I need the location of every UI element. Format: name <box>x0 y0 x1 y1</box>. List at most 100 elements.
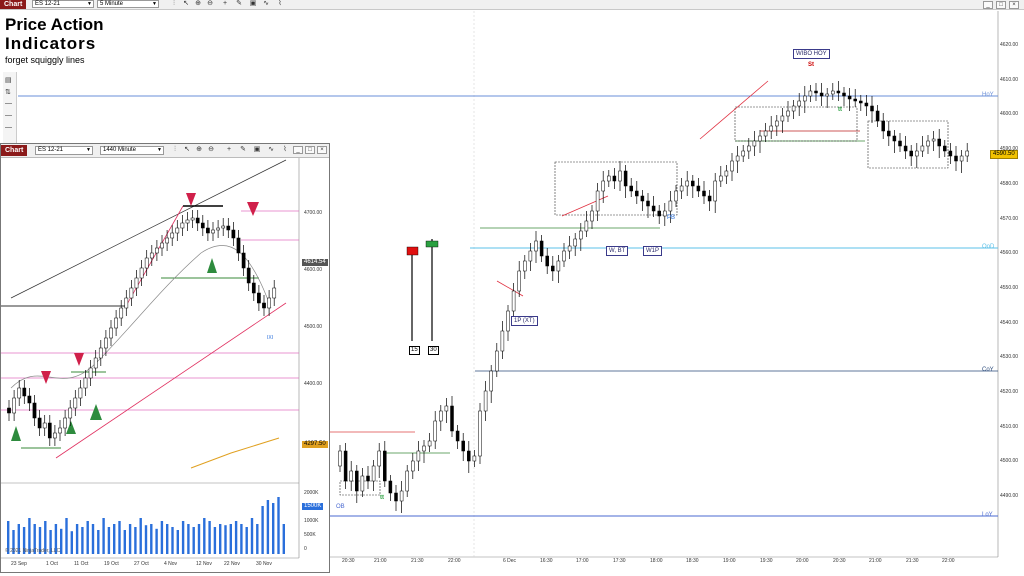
volume-bar <box>219 524 222 554</box>
axis-tick-label: 4510.00 <box>1000 423 1019 430</box>
chevron-down-icon: ▼ <box>86 147 91 153</box>
minimize-button[interactable]: _ <box>983 1 993 9</box>
candle <box>763 130 768 137</box>
line-tool-icon[interactable]: — <box>5 100 12 107</box>
strategies-icon[interactable]: ⌇ <box>278 0 282 7</box>
last-price-box: 4590.50 <box>990 150 1018 159</box>
drawing-tools-icon[interactable]: ✎ <box>236 0 242 7</box>
volume-bar <box>229 524 232 554</box>
strategies-icon[interactable]: ⌇ <box>283 146 287 153</box>
volume-bar <box>44 521 47 554</box>
candle <box>747 145 751 152</box>
candle <box>808 90 813 97</box>
candle <box>595 190 600 212</box>
indicators-icon[interactable]: ∿ <box>268 146 274 153</box>
chart-style-icon[interactable]: ▤ <box>5 77 12 84</box>
bar-type-icon[interactable]: ⫶ <box>174 146 176 153</box>
axis-tick-label: 21:30 <box>411 558 424 564</box>
pointer-icon[interactable]: ↖ <box>183 0 189 7</box>
candle <box>129 287 134 299</box>
properties-icon[interactable]: ▣ <box>253 146 261 153</box>
candle <box>696 185 701 192</box>
candle <box>590 210 594 222</box>
candle <box>539 240 544 257</box>
candle <box>842 92 846 97</box>
pointer-icon[interactable]: ↖ <box>184 146 190 153</box>
interval-select[interactable]: 5 Minute ▼ <box>97 0 159 8</box>
candle <box>461 440 465 452</box>
candle <box>175 227 180 234</box>
candle <box>741 150 745 157</box>
zoom-out-icon[interactable]: ⊖ <box>208 146 214 153</box>
zoom-in-icon[interactable]: ⊕ <box>196 146 202 153</box>
candle <box>635 190 639 197</box>
inset-chart-tab[interactable]: Chart <box>1 145 28 156</box>
candle <box>427 440 432 447</box>
inset-interval-select[interactable]: 1440 Minute ▼ <box>100 146 164 155</box>
candle <box>898 140 902 147</box>
candle <box>948 150 953 157</box>
candle <box>478 410 482 457</box>
bull-arrow <box>207 258 217 273</box>
axis-tick-label: 4560.00 <box>1000 250 1019 257</box>
candle <box>791 105 796 112</box>
candle <box>53 432 57 439</box>
instrument-value: ES 12-21 <box>35 1 61 7</box>
candle <box>702 190 706 197</box>
inset-minimize-button[interactable]: _ <box>293 146 303 154</box>
axis-tick-label: 27 Oct <box>134 561 149 567</box>
pin-icon[interactable]: ⇅ <box>5 89 11 96</box>
candle <box>338 450 342 467</box>
crosshair-icon[interactable]: + <box>226 146 232 153</box>
bar-type-icon[interactable]: ⫶ <box>173 0 175 7</box>
zoom-in-icon[interactable]: ⊕ <box>195 0 201 7</box>
candle <box>444 405 449 412</box>
crosshair-icon[interactable]: + <box>222 0 228 7</box>
bear-arrow <box>247 202 259 216</box>
axis-tick-label: 16:30 <box>540 558 553 564</box>
ray-tool-icon[interactable]: — <box>5 112 12 119</box>
volume-bar <box>97 530 100 554</box>
axis-tick-label: 4520.00 <box>1000 389 1019 395</box>
inset-close-button[interactable]: × <box>317 146 327 154</box>
maximize-button[interactable]: □ <box>996 1 1006 9</box>
volume-bar <box>224 525 227 554</box>
volume-bar <box>176 530 179 554</box>
candle <box>887 130 891 137</box>
candle <box>651 205 656 212</box>
candle <box>859 100 863 104</box>
main-chart[interactable] <box>0 11 1024 576</box>
volume-bar <box>155 528 158 554</box>
inset-instrument-value: ES 12-21 <box>38 147 64 153</box>
coy-label: CoY <box>982 367 994 373</box>
candle <box>735 155 740 162</box>
instrument-select[interactable]: ES 12-21 ▼ <box>32 0 94 8</box>
candle <box>528 250 533 262</box>
inset-instrument-select[interactable]: ES 12-21 ▼ <box>35 146 93 155</box>
inset-toolbar: Chart ES 12-21 ▼ 1440 Minute ▼ ⫶ ↖ ⊕ ⊖ +… <box>1 144 329 158</box>
drawing-tools-icon[interactable]: ✎ <box>240 146 246 153</box>
volume-bar <box>240 524 243 554</box>
inset-chart-window[interactable]: Chart ES 12-21 ▼ 1440 Minute ▼ ⫶ ↖ ⊕ ⊖ +… <box>0 143 330 573</box>
volume-bar <box>65 518 68 554</box>
inset-volume-group <box>7 497 285 554</box>
indicators-icon[interactable]: ∿ <box>263 0 269 7</box>
candle <box>134 277 139 289</box>
hline-tool-icon[interactable]: — <box>5 124 12 131</box>
volume-bar <box>22 527 26 554</box>
candle <box>399 490 404 502</box>
candle <box>825 93 829 97</box>
chart-tab[interactable]: Chart <box>0 0 27 9</box>
upper-channel-line <box>10 159 287 299</box>
close-button[interactable]: × <box>1009 1 1019 9</box>
candle <box>433 420 437 442</box>
moving-average <box>10 245 272 389</box>
drawing-toolbox: ▤ ⇅ — — — <box>3 72 17 144</box>
candle <box>42 422 47 429</box>
zoom-out-icon[interactable]: ⊖ <box>207 0 213 7</box>
inset-chart[interactable] <box>1 158 329 572</box>
candle <box>640 195 645 202</box>
inset-maximize-button[interactable]: □ <box>305 146 315 154</box>
properties-icon[interactable]: ▣ <box>249 0 257 7</box>
candle <box>371 465 376 482</box>
